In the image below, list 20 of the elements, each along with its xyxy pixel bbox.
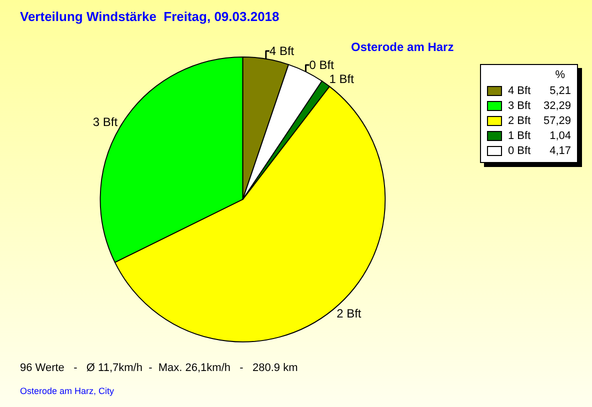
data-label: 57,29 [542, 114, 571, 126]
slice-label: 4 Bft [269, 44, 295, 58]
text: Osterode am Harz, City [20, 386, 115, 396]
legend-label: 1 Bft [508, 130, 532, 142]
data-label: 4,17 [548, 144, 571, 156]
chart-subtitle: Osterode am Harz [351, 40, 454, 54]
data-label: 32,29 [542, 100, 571, 112]
text: 96 Werte - Ø 11,7km/h - Max. 26,1km/h - 280.9 km [20, 362, 298, 374]
slice-label: 1 Bft [329, 72, 355, 86]
slice-label: 3 Bft [92, 115, 118, 130]
data-label: 5,21 [548, 84, 571, 96]
chart-title: Verteilung Windstärke Freitag, 09.03.2018 [20, 9, 280, 24]
slice-label: 2 Bft [336, 306, 362, 321]
legend-label: 3 Bft [508, 100, 532, 112]
legend-label: 2 Bft [508, 114, 532, 126]
legend-title: % [554, 69, 566, 83]
legend-label: 0 Bft [508, 144, 532, 156]
data-label: 1,04 [548, 130, 571, 142]
slice-label: 0 Bft [309, 58, 335, 72]
legend-label: 4 Bft [508, 84, 532, 96]
